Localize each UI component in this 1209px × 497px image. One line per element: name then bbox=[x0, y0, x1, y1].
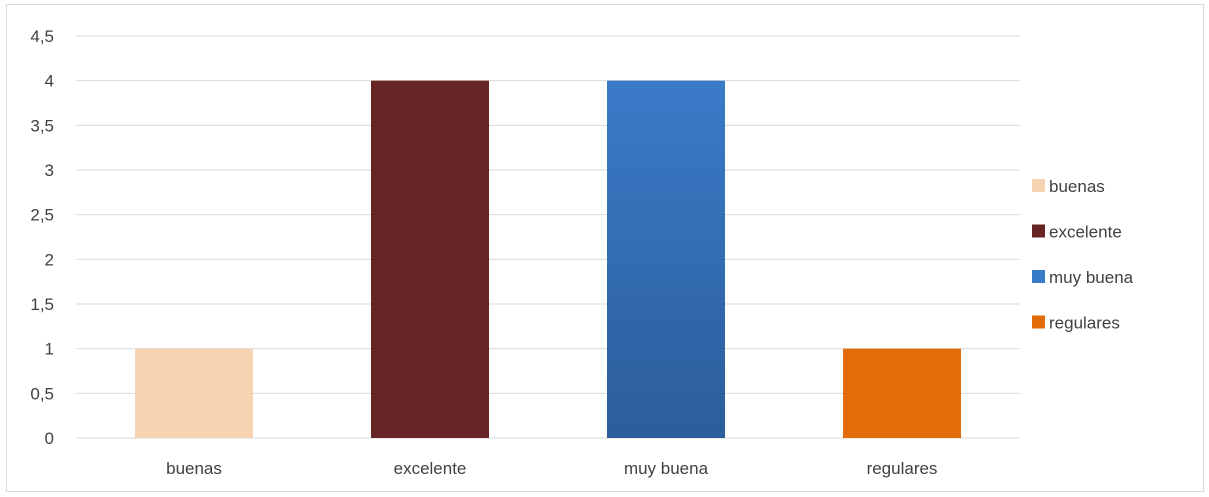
legend-label: buenas bbox=[1049, 177, 1105, 196]
x-tick-label: buenas bbox=[166, 459, 222, 478]
y-tick-label: 1,5 bbox=[30, 295, 54, 314]
y-tick-label: 4,5 bbox=[30, 27, 54, 46]
y-tick-label: 3,5 bbox=[30, 116, 54, 135]
legend-label: excelente bbox=[1049, 223, 1122, 242]
y-tick-label: 1 bbox=[45, 340, 54, 359]
legend-swatch bbox=[1032, 224, 1045, 238]
x-tick-label: regulares bbox=[867, 459, 938, 478]
bar-muy-buena bbox=[607, 80, 725, 439]
legend-label: muy buena bbox=[1049, 268, 1134, 287]
bars bbox=[135, 80, 961, 439]
y-tick-label: 0,5 bbox=[30, 384, 54, 403]
y-tick-label: 2,5 bbox=[30, 206, 54, 225]
legend: buenas excelente muy buena regulares bbox=[1032, 177, 1134, 333]
x-tick-label: muy buena bbox=[624, 459, 709, 478]
legend-swatch bbox=[1032, 315, 1045, 329]
bar-regulares bbox=[843, 348, 961, 438]
y-tick-label: 2 bbox=[45, 250, 54, 269]
y-tick-label: 0 bbox=[45, 429, 54, 448]
x-tick-label: excelente bbox=[394, 459, 467, 478]
y-tick-label: 4 bbox=[45, 72, 54, 91]
bar-excelente bbox=[371, 80, 489, 439]
y-axis: 0 0,5 1 1,5 2 2,5 3 3,5 4 4,5 bbox=[30, 27, 54, 448]
legend-label: regulares bbox=[1049, 314, 1120, 333]
legend-swatch bbox=[1032, 270, 1045, 283]
bar-buenas bbox=[135, 348, 253, 438]
legend-swatch bbox=[1032, 179, 1045, 192]
y-tick-label: 3 bbox=[45, 161, 54, 180]
x-axis: buenas excelente muy buena regulares bbox=[166, 459, 937, 478]
